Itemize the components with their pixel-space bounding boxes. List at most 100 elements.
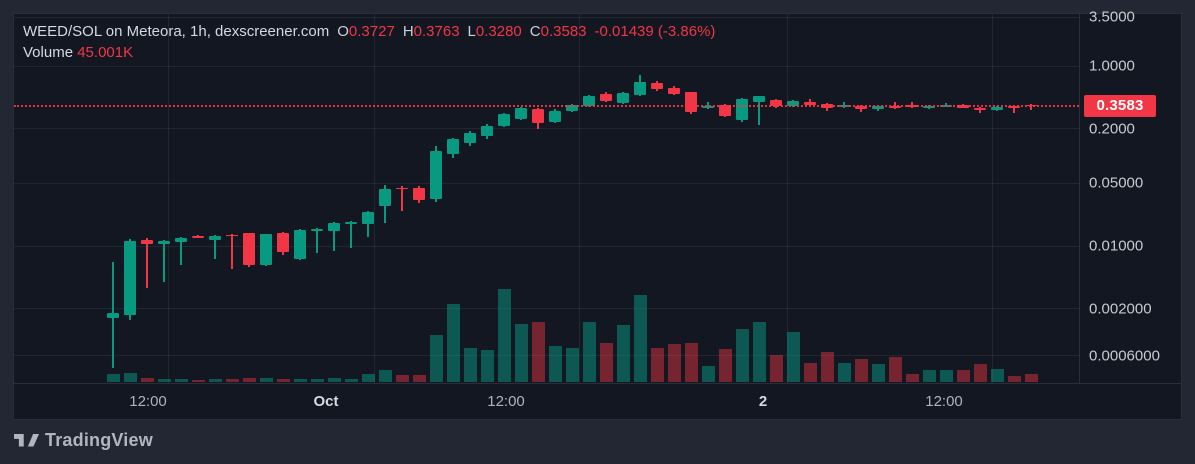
volume-bar xyxy=(871,364,885,382)
candle xyxy=(736,98,748,121)
volume-bar xyxy=(701,366,715,382)
volume-bar xyxy=(718,349,732,382)
gridline xyxy=(14,355,1079,356)
candle-wick xyxy=(979,107,981,114)
price-axis[interactable]: 0.3583 3.5000 1.0000 0.2000 0.05000 0.01000 0… xyxy=(1079,9,1183,383)
candlestick-chart[interactable] xyxy=(14,14,1079,383)
volume-bar xyxy=(276,379,290,382)
low-label: L xyxy=(467,23,476,40)
candle-wick xyxy=(231,233,233,269)
price-axis-label: 1.0000 xyxy=(1089,57,1135,75)
volume-bar xyxy=(344,379,358,382)
volume-label[interactable]: Volume xyxy=(23,44,74,61)
candle xyxy=(396,187,408,190)
candle-wick xyxy=(367,210,369,238)
candle xyxy=(991,107,1003,110)
candle xyxy=(311,229,323,232)
candle xyxy=(668,87,680,94)
candle xyxy=(974,107,986,110)
candle xyxy=(379,188,391,206)
volume-bar xyxy=(922,370,936,382)
volume-bar xyxy=(259,378,273,382)
candle xyxy=(532,108,544,123)
volume-bar xyxy=(548,346,562,382)
time-axis-label: 12:00 xyxy=(925,393,963,410)
time-axis-label: Oct xyxy=(313,393,339,410)
candle xyxy=(243,233,255,266)
volume-bar xyxy=(684,343,698,382)
volume-bar xyxy=(225,379,239,382)
volume-bar xyxy=(990,369,1004,382)
candle-wick xyxy=(316,228,318,253)
volume-bar xyxy=(497,289,511,382)
tradingview-logo-icon xyxy=(14,431,39,451)
candle xyxy=(566,104,578,111)
candle xyxy=(515,108,527,119)
gridline xyxy=(374,14,375,383)
candle-wick xyxy=(180,236,182,265)
volume-bar xyxy=(1024,374,1038,382)
current-price-badge: 0.3583 xyxy=(1084,95,1156,118)
volume-bar xyxy=(140,378,154,382)
volume-bar xyxy=(531,322,545,382)
candle xyxy=(583,95,595,106)
time-axis[interactable]: 12:00 Oct 12:00 2 12:00 xyxy=(14,383,1181,420)
gridline xyxy=(14,66,1079,67)
time-axis-label: 12:00 xyxy=(487,393,525,410)
gridline xyxy=(992,14,993,383)
volume-bar xyxy=(905,374,919,382)
candle xyxy=(753,96,765,102)
close-value: 0.3583 xyxy=(540,23,587,40)
high-label: H xyxy=(402,23,414,40)
volume-bar xyxy=(854,359,868,382)
volume-bar xyxy=(429,335,443,382)
candle xyxy=(719,105,731,116)
candle-wick xyxy=(214,235,216,259)
volume-bar xyxy=(820,352,834,382)
tradingview-logo[interactable]: TradingView xyxy=(14,430,153,451)
volume-bar xyxy=(616,325,630,382)
candle-wick xyxy=(350,221,352,248)
close-label: C xyxy=(529,23,541,40)
candle xyxy=(107,313,119,318)
volume-bar xyxy=(633,295,647,382)
gridline xyxy=(14,128,1079,129)
volume-bar xyxy=(888,357,902,382)
candle xyxy=(345,222,357,224)
chart-legend: WEED/SOL on Meteora, 1h, dexscreener.com… xyxy=(23,21,715,63)
candle xyxy=(770,99,782,106)
volume-value: 45.001K xyxy=(77,44,134,61)
volume-bar xyxy=(157,379,171,382)
candle-wick xyxy=(146,238,148,289)
candle xyxy=(804,101,816,105)
candle xyxy=(787,100,799,106)
volume-bar xyxy=(395,375,409,382)
candle xyxy=(277,233,289,253)
candle xyxy=(498,113,510,127)
gridline xyxy=(168,14,169,383)
chart-pane: 0.3583 3.5000 1.0000 0.2000 0.05000 0.01000 0… xyxy=(13,9,1183,420)
candle xyxy=(600,93,612,101)
candle xyxy=(158,241,170,244)
volume-bar xyxy=(735,329,749,382)
candle xyxy=(430,150,442,200)
volume-bar xyxy=(650,348,664,382)
volume-bar xyxy=(752,322,766,382)
candle xyxy=(209,236,221,240)
candle xyxy=(447,138,459,155)
symbol-title[interactable]: WEED/SOL on Meteora, 1h, dexscreener.com xyxy=(23,23,330,40)
price-axis-label: 0.05000 xyxy=(1089,174,1144,192)
volume-bar xyxy=(956,370,970,382)
candle xyxy=(481,126,493,137)
candle xyxy=(413,187,425,200)
volume-bar xyxy=(191,380,205,382)
candle xyxy=(634,82,646,95)
open-label: O xyxy=(337,23,349,40)
price-line xyxy=(14,105,1079,108)
candle-wick xyxy=(1013,105,1015,114)
candle-wick xyxy=(945,102,947,108)
price-axis-label: 0.0006000 xyxy=(1089,347,1160,365)
volume-bar xyxy=(327,378,341,382)
candle xyxy=(226,234,238,237)
time-axis-label: 12:00 xyxy=(129,393,167,410)
